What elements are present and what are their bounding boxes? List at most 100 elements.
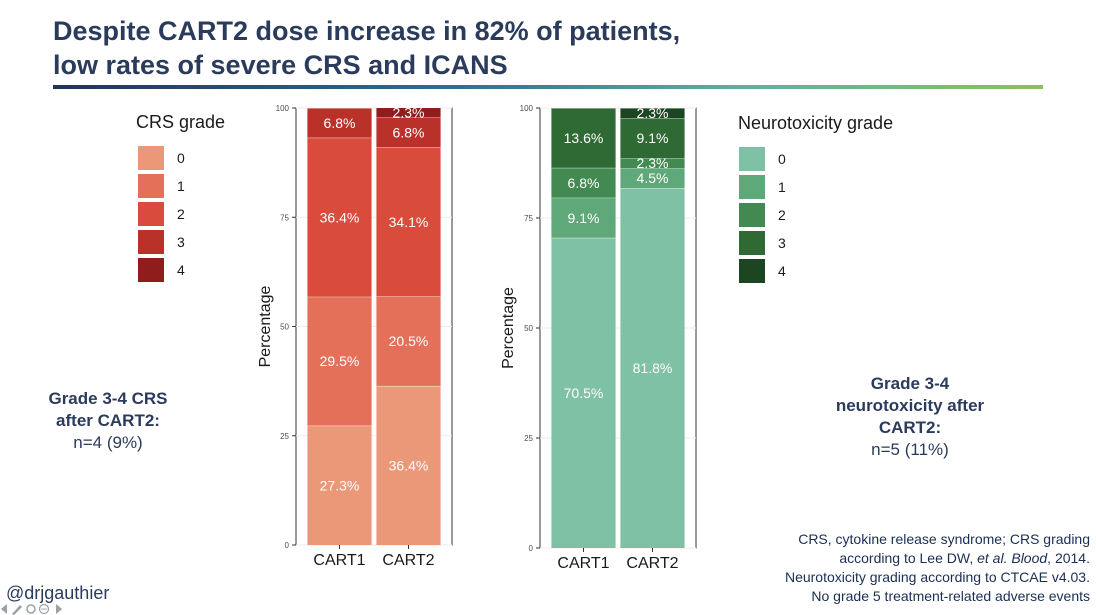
footnote-line-4: No grade 5 treatment-related adverse eve… (811, 588, 1090, 604)
crs-summary-count: n=4 (9%) (73, 433, 143, 452)
footnote-line-2-post: , 2014. (1047, 550, 1090, 566)
neuro-y-axis-title: Percentage (500, 287, 517, 369)
crs-bar-segment (376, 107, 441, 118)
neuro-legend-key (739, 231, 765, 255)
footnote-line-3: Neurotoxicity grading according to CTCAE… (784, 569, 1090, 585)
neuro-legend: Neurotoxicity grade 0 1 2 3 4 (738, 113, 893, 283)
footnote-line-2: according to Lee DW, et al. Blood, 2014. (785, 549, 1090, 568)
neuro-data-label: 9.1% (568, 210, 600, 226)
neuro-data-label: 81.8% (633, 360, 673, 376)
crs-summary: Grade 3-4 CRS after CART2: n=4 (9%) (28, 388, 188, 454)
crs-legend-key (138, 230, 164, 254)
more-icon[interactable] (38, 603, 50, 615)
neuro-legend-key (739, 147, 765, 171)
crs-data-label: 36.4% (320, 209, 360, 225)
neuro-y-tick-label: 100 (520, 104, 534, 113)
crs-bar-segment (376, 296, 441, 386)
neuro-legend-label: 4 (778, 263, 786, 279)
neuro-legend-key (739, 175, 765, 199)
crs-y-tick-label: 100 (276, 104, 290, 113)
crs-legend-key (138, 174, 164, 198)
crs-bar-segment (307, 108, 372, 138)
crs-chart: 0 25 50 75 100 27.3% 29.5% 36.4% 6.8% CART1 36.4% 2… (257, 104, 453, 569)
crs-x-tick-label: CART1 (313, 552, 365, 569)
neuro-legend-label: 3 (778, 235, 786, 251)
crs-legend-label: 2 (177, 206, 185, 222)
crs-bar-segment (376, 385, 441, 545)
crs-legend-label: 4 (177, 262, 185, 278)
neuro-summary-line-2: neurotoxicity after (835, 396, 985, 415)
crs-data-label: 27.3% (320, 477, 360, 493)
title-line-2: low rates of severe CRS and ICANS (53, 50, 508, 80)
neuro-bar-segment (620, 118, 685, 159)
neuro-bar-segment (620, 108, 685, 119)
neuro-y-tick-label: 0 (529, 544, 534, 553)
crs-data-label: 2.3% (393, 105, 425, 121)
neuro-legend-key (739, 203, 765, 227)
title-divider (53, 85, 1043, 89)
footnote: CRS, cytokine release syndrome; CRS grad… (785, 530, 1090, 606)
neuro-summary: Grade 3-4 neurotoxicity after CART2: n=5… (800, 373, 1020, 461)
slide-title: Despite CART2 dose increase in 82% of pa… (53, 14, 953, 82)
crs-summary-line-2: after CART2: (56, 411, 160, 430)
neuro-summary-line-1: Grade 3-4 (870, 374, 950, 393)
crs-data-label: 29.5% (320, 353, 360, 369)
neuro-x-tick-label: CART1 (557, 555, 609, 572)
neuro-bar-segment (551, 237, 616, 549)
crs-y-tick-label: 50 (280, 323, 289, 332)
crs-legend-key (138, 202, 164, 226)
crs-bar-segment (376, 117, 441, 148)
crs-bar-segment (307, 137, 372, 297)
neuro-data-label: 9.1% (637, 130, 669, 146)
crs-data-label: 36.4% (389, 457, 429, 473)
footnote-line-1: CRS, cytokine release syndrome; CRS grad… (798, 531, 1090, 547)
neuro-data-label: 2.3% (637, 155, 669, 171)
twitter-handle: @drjgauthier (6, 583, 110, 603)
neuro-legend-label: 0 (778, 151, 786, 167)
neuro-y-tick-label: 25 (524, 434, 533, 443)
neuro-y-tick-label: 75 (524, 214, 533, 223)
crs-legend-label: 0 (177, 150, 185, 166)
crs-legend-key (138, 258, 164, 282)
zoom-icon[interactable] (26, 604, 36, 614)
crs-y-tick-label: 25 (280, 432, 289, 441)
neuro-bar-segment (620, 158, 685, 169)
crs-data-label: 6.8% (324, 115, 356, 131)
crs-y-tick-label: 75 (280, 213, 289, 222)
next-slide-icon[interactable] (56, 604, 62, 614)
crs-bar-segment (376, 147, 441, 297)
title-line-1: Despite CART2 dose increase in 82% of pa… (53, 16, 681, 46)
neuro-bar-segment (551, 108, 616, 168)
neuro-data-label: 4.5% (637, 170, 669, 186)
crs-y-tick-label: 0 (285, 541, 290, 550)
neuro-x-tick-label: CART2 (626, 555, 678, 572)
neuro-bar-segment (620, 188, 685, 548)
crs-legend: CRS grade 0 1 2 3 4 (136, 112, 225, 282)
prev-slide-icon[interactable] (1, 604, 7, 614)
crs-x-tick-label: CART2 (382, 552, 434, 569)
crs-summary-line-1: Grade 3-4 CRS (48, 389, 168, 408)
neuro-data-label: 70.5% (564, 385, 604, 401)
neuro-bar-segment (551, 197, 616, 238)
footnote-line-2-pre: according to Lee DW, (839, 550, 978, 566)
neuro-legend-label: 2 (778, 207, 786, 223)
pen-icon[interactable] (12, 605, 22, 615)
neuro-summary-count: n=5 (11%) (871, 440, 949, 459)
neuro-y-tick-label: 50 (524, 324, 533, 333)
crs-data-label: 6.8% (393, 124, 425, 140)
crs-data-label: 20.5% (389, 333, 429, 349)
slide-toolbar (1, 603, 62, 615)
crs-bar-segment (307, 296, 372, 426)
neuro-legend-label: 1 (778, 179, 786, 195)
neuro-data-label: 13.6% (564, 130, 604, 146)
neuro-summary-line-3: CART2: (878, 418, 942, 437)
neuro-data-label: 6.8% (568, 175, 600, 191)
crs-legend-key (138, 146, 164, 170)
neuro-bar-segment (620, 168, 685, 189)
footnote-citation: et al. Blood (977, 550, 1048, 566)
crs-y-axis-title: Percentage (257, 285, 274, 367)
neuro-bar-segment (551, 167, 616, 198)
crs-legend-label: 1 (177, 178, 185, 194)
crs-legend-label: 3 (177, 234, 185, 250)
